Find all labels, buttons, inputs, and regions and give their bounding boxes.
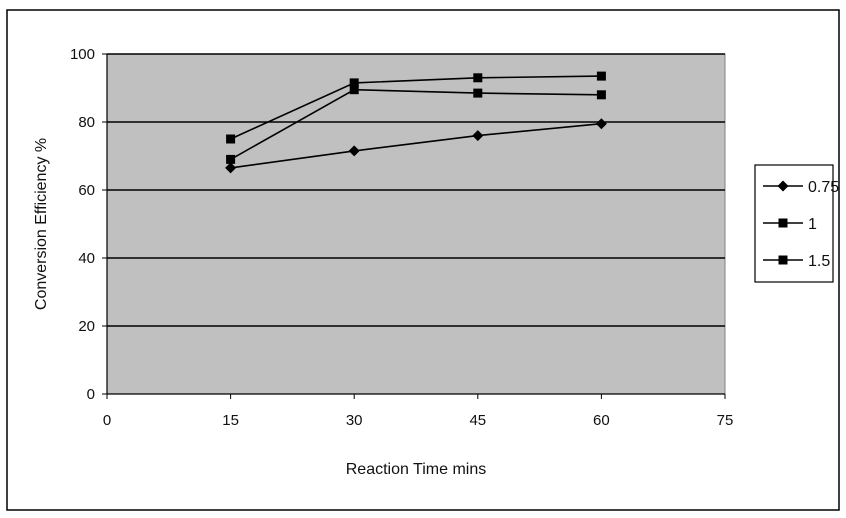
data-point: [349, 78, 359, 88]
data-point: [472, 130, 484, 142]
series-1: [225, 118, 607, 174]
x-tick-label: 60: [593, 412, 610, 429]
legend-label: 0.75: [808, 179, 839, 196]
data-point: [226, 134, 236, 144]
series-2: [226, 85, 606, 164]
series-line: [230, 122, 602, 169]
data-series: [225, 71, 607, 174]
data-point: [225, 162, 237, 174]
legend-item-3: 1.5: [763, 253, 830, 270]
x-tick-label: 45: [469, 412, 486, 429]
x-tick-label: 0: [103, 412, 111, 429]
legend-marker: [778, 218, 788, 228]
x-tick-label: 75: [717, 412, 734, 429]
legend-item-1: 0.75: [763, 179, 839, 196]
data-point: [473, 88, 483, 98]
legend-label: 1: [808, 216, 817, 233]
y-tick-label: 80: [78, 114, 95, 131]
y-tick-label: 60: [78, 182, 95, 199]
legend-label: 1.5: [808, 253, 830, 270]
grid-lines: [107, 53, 725, 327]
data-point: [473, 73, 483, 83]
x-tick-label: 15: [222, 412, 239, 429]
y-tick-label: 0: [87, 386, 95, 403]
axes: 0 20 40 60 80 100 0 15 30 45 60 75: [70, 46, 733, 429]
y-tick-label: 40: [78, 250, 95, 267]
y-axis-title: Conversion Efficiency %: [33, 138, 50, 310]
legend: 0.75 1 1.5: [754, 164, 839, 283]
data-point: [596, 71, 606, 81]
legend-marker: [777, 180, 789, 192]
data-point: [348, 145, 360, 157]
series-3: [226, 71, 606, 144]
x-axis-title: Reaction Time mins: [346, 461, 487, 478]
data-point: [349, 85, 359, 95]
series-line: [230, 88, 602, 161]
legend-item-2: 1: [763, 216, 817, 233]
data-point: [595, 118, 607, 130]
data-point: [596, 90, 606, 100]
x-tick-label: 30: [346, 412, 363, 429]
series-line: [230, 75, 602, 140]
y-tick-label: 20: [78, 318, 95, 335]
plot-area: [106, 53, 726, 395]
y-tick-label: 100: [70, 46, 95, 63]
legend-marker: [778, 255, 788, 265]
data-point: [226, 154, 236, 164]
